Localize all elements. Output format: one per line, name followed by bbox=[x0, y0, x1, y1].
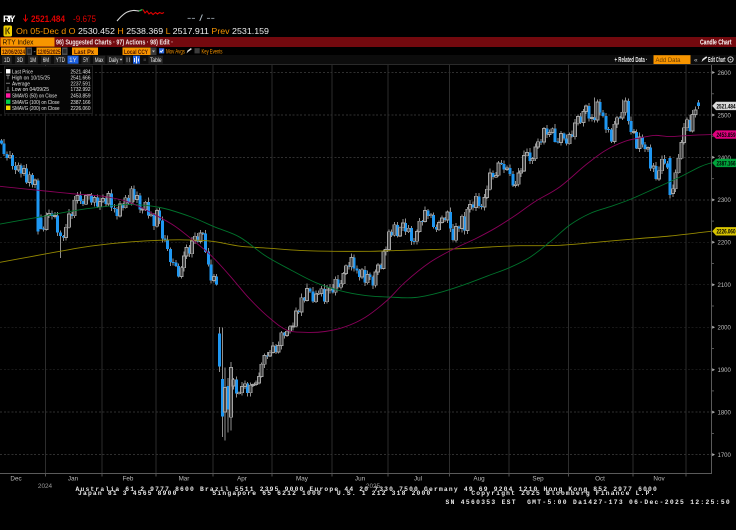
svg-text:Key Events: Key Events bbox=[202, 49, 223, 56]
svg-text:1700: 1700 bbox=[718, 453, 732, 459]
svg-text:3D: 3D bbox=[17, 57, 24, 64]
svg-text:1800: 1800 bbox=[718, 410, 732, 416]
svg-text:RTY Index: RTY Index bbox=[3, 40, 34, 47]
svg-text:Jun: Jun bbox=[355, 476, 366, 483]
svg-text:Oct: Oct bbox=[595, 476, 605, 483]
svg-text:Jul: Jul bbox=[414, 476, 422, 483]
svg-text:2387.166: 2387.166 bbox=[717, 160, 736, 167]
svg-text:Jan: Jan bbox=[68, 476, 79, 483]
svg-text:2541.666: 2541.666 bbox=[71, 75, 91, 81]
svg-text:1D: 1D bbox=[4, 57, 11, 64]
svg-text:Low on 04/09/25: Low on 04/09/25 bbox=[12, 87, 49, 93]
svg-text:+ Related Data ·: + Related Data · bbox=[615, 57, 648, 64]
svg-text:2600: 2600 bbox=[718, 71, 732, 77]
svg-text:2453.859: 2453.859 bbox=[717, 132, 736, 139]
svg-text:6M: 6M bbox=[43, 57, 49, 64]
svg-text:SMAVG (100) on Close: SMAVG (100) on Close bbox=[12, 100, 60, 106]
svg-text:2387.166: 2387.166 bbox=[71, 100, 91, 106]
svg-text:SN 4560353 EST GMT-5:00 Da142: SN 4560353 EST GMT-5:00 Da1427-173 06-De… bbox=[446, 499, 732, 506]
svg-text:Last Price: Last Price bbox=[12, 70, 33, 76]
svg-text:1M: 1M bbox=[30, 57, 36, 64]
svg-text:Mar: Mar bbox=[179, 476, 190, 483]
svg-text:-: - bbox=[34, 49, 36, 56]
svg-text:SMAVG (200) on Close: SMAVG (200) on Close bbox=[12, 106, 60, 112]
svg-text:12/05/2025: 12/05/2025 bbox=[38, 49, 61, 56]
svg-text:Feb: Feb bbox=[123, 476, 134, 483]
svg-text:Add Data: Add Data bbox=[656, 57, 681, 64]
svg-text:2521.484: 2521.484 bbox=[717, 103, 736, 110]
svg-text:5Y: 5Y bbox=[83, 57, 88, 64]
svg-text:2024: 2024 bbox=[38, 483, 53, 490]
svg-text:On 05-Dec d O 2530.452 H 2538.: On 05-Dec d O 2530.452 H 2538.369 L 2517… bbox=[16, 26, 269, 36]
svg-text:2226.060: 2226.060 bbox=[717, 229, 736, 236]
svg-text:2300: 2300 bbox=[718, 198, 732, 204]
svg-text:YTD: YTD bbox=[56, 57, 66, 64]
svg-text:2500: 2500 bbox=[718, 113, 732, 119]
svg-text:2100: 2100 bbox=[718, 283, 732, 289]
svg-text:SMAVG (50) on Close: SMAVG (50) on Close bbox=[12, 94, 57, 100]
svg-text:Candle Chart: Candle Chart bbox=[700, 40, 732, 47]
svg-text:Last Px: Last Px bbox=[74, 49, 94, 56]
svg-text:-- / --: -- / -- bbox=[187, 13, 215, 23]
svg-text:2000: 2000 bbox=[718, 326, 732, 332]
svg-text:Nov: Nov bbox=[653, 476, 665, 483]
svg-text:Apr: Apr bbox=[237, 476, 247, 483]
svg-text:1900: 1900 bbox=[718, 368, 732, 374]
svg-text:Edit Chart: Edit Chart bbox=[708, 57, 726, 64]
svg-text:2025: 2025 bbox=[366, 483, 381, 490]
svg-text:RTY: RTY bbox=[3, 14, 16, 25]
svg-text:Max: Max bbox=[95, 57, 104, 64]
svg-text:«: « bbox=[694, 57, 698, 64]
svg-text:2521.484: 2521.484 bbox=[71, 70, 92, 76]
svg-text:May: May bbox=[296, 476, 309, 483]
svg-text:Dec: Dec bbox=[10, 476, 21, 483]
svg-text:2226.060: 2226.060 bbox=[71, 106, 91, 112]
svg-text:Aug: Aug bbox=[473, 476, 485, 483]
svg-text:2237.591: 2237.591 bbox=[71, 81, 91, 87]
svg-text:Mov Avgs: Mov Avgs bbox=[166, 49, 185, 56]
svg-text:2453.859: 2453.859 bbox=[71, 94, 91, 100]
svg-text:Japan 81 3 4565 8900 Sin: Japan 81 3 4565 8900 Singapore 65 6212 1… bbox=[78, 490, 656, 497]
svg-text:1Y: 1Y bbox=[69, 57, 77, 64]
svg-text:High on 10/15/25: High on 10/15/25 bbox=[12, 75, 50, 81]
svg-text:-9.675: -9.675 bbox=[73, 14, 96, 25]
svg-text:96) Suggested Charts · 97) Ac: 96) Suggested Charts · 97) Actions · 98)… bbox=[56, 40, 173, 47]
svg-text:Australia 61 2 9777 8600 Brazi: Australia 61 2 9777 8600 Brazil 5511 239… bbox=[76, 486, 659, 493]
svg-text:1732.992: 1732.992 bbox=[71, 87, 91, 93]
svg-text:2200: 2200 bbox=[718, 241, 732, 247]
svg-text:Sep: Sep bbox=[532, 476, 544, 483]
svg-text:2521.484: 2521.484 bbox=[31, 14, 66, 25]
svg-text:Daily: Daily bbox=[109, 57, 119, 64]
svg-text:Table: Table bbox=[150, 57, 162, 64]
svg-text:Local CCY: Local CCY bbox=[124, 49, 149, 56]
svg-text:Average: Average bbox=[12, 81, 30, 87]
svg-text:12/06/2024: 12/06/2024 bbox=[2, 49, 25, 56]
